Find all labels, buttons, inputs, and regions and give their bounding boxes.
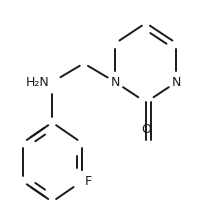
Text: F: F [84,175,91,188]
Text: N: N [172,76,181,89]
Text: H₂N: H₂N [26,76,49,89]
Text: N: N [111,76,120,89]
Text: O: O [141,123,151,136]
